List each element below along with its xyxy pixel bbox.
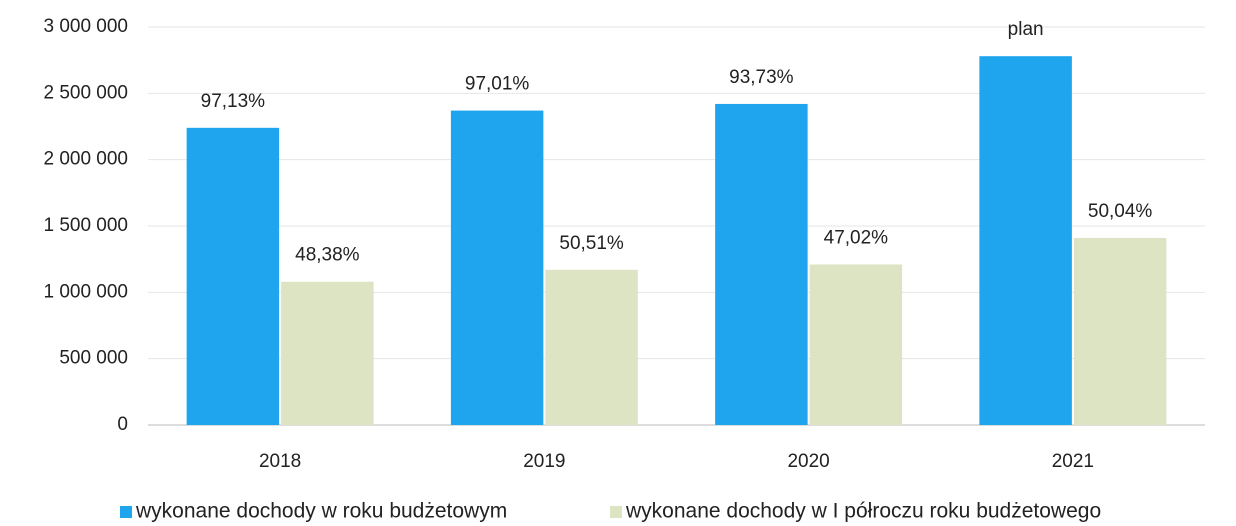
data-label: 93,73%: [729, 67, 794, 88]
data-label: 50,51%: [559, 233, 624, 254]
y-tick-label: 2 000 000: [43, 149, 128, 170]
y-tick-label: 2 500 000: [43, 82, 128, 103]
bar: [281, 281, 374, 425]
y-tick-label: 1 500 000: [43, 215, 128, 236]
data-label: plan: [1008, 19, 1044, 40]
x-tick-label: 2020: [787, 451, 829, 472]
legend-swatch: [610, 506, 622, 518]
data-label: 97,13%: [201, 91, 266, 112]
legend-label: wykonane dochody w I półroczu roku budże…: [625, 500, 1101, 523]
data-label: 97,01%: [465, 74, 530, 95]
bar: [186, 127, 280, 426]
bar: [1073, 237, 1167, 425]
bar: [979, 56, 1072, 425]
y-tick-label: 0: [117, 414, 128, 435]
bar: [715, 103, 808, 426]
x-tick-label: 2018: [259, 451, 301, 472]
x-tick-label: 2021: [1052, 451, 1094, 472]
data-label: 50,04%: [1088, 201, 1153, 222]
data-label: 47,02%: [824, 227, 889, 248]
bar: [545, 269, 638, 425]
y-tick-label: 1 000 000: [43, 281, 128, 302]
bar: [450, 110, 544, 425]
x-tick-label: 2019: [523, 451, 565, 472]
y-tick-label: 500 000: [59, 348, 128, 369]
legend-label: wykonane dochody w roku budżetowym: [135, 500, 507, 523]
y-tick-label: 3 000 000: [43, 16, 128, 37]
bar: [809, 264, 903, 425]
legend-swatch: [120, 506, 132, 518]
data-label: 48,38%: [295, 245, 360, 266]
